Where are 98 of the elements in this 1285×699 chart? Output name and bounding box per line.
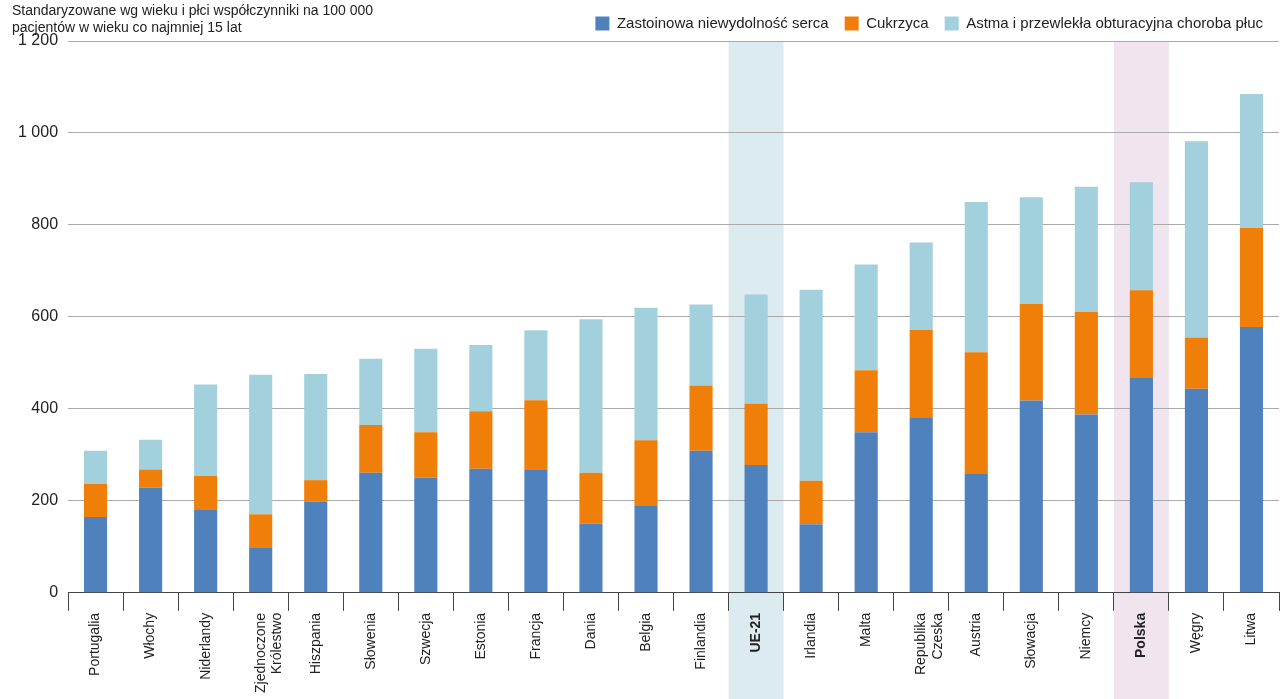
bar [799,524,823,593]
x-tick-label: UE-21 [746,612,763,653]
x-tick-label: Litwa [1242,612,1259,646]
bar [194,509,218,593]
y-tick-label: 1 000 [17,123,59,141]
bar [304,501,328,593]
x-tick-label: Austria [967,612,984,657]
bar [909,242,933,330]
y-tick-label: 800 [31,215,59,233]
bar [799,289,823,481]
y-tick-label: 200 [31,491,59,509]
x-tick-label: Węgry [1187,612,1204,654]
bar [359,424,383,473]
x-tick-label: Malta [857,612,874,648]
bar [799,480,823,525]
bar [304,480,328,502]
bar [1129,290,1153,379]
bar [1184,337,1208,389]
bar [909,418,933,593]
x-tick-label: Belgia [636,612,653,652]
x-tick-label: Niemcy [1077,612,1094,660]
bar [1074,414,1098,593]
bar [84,516,108,593]
bar [964,352,988,474]
x-tick-label: Dania [581,612,598,650]
bar [744,403,768,465]
x-tick-label: Estonia [471,612,488,660]
y-axis-title: Standaryzowane wg wieku i płci współczynniki na 100 000 pacjentów w wieku co najmniej 15 lat [12,2,375,35]
bar [1184,388,1208,593]
x-tick-label: Słowenia [361,612,378,670]
bar [689,304,713,386]
x-tick-label: Finlandia [691,612,708,670]
bar [854,432,878,593]
bar [1019,197,1043,305]
bar [1074,186,1098,312]
bar [1129,378,1153,593]
bar [744,464,768,593]
bar [414,432,438,478]
bar [579,523,603,593]
bar [469,468,493,593]
bar [359,472,383,593]
bar [909,329,933,419]
bar [1239,227,1264,328]
x-tick-label: Polska [1132,612,1149,658]
bar [964,473,988,593]
bar [579,472,603,524]
x-tick-label: Hiszpania [306,612,323,675]
bar [524,330,548,401]
x-tick-label: Szwecja [416,612,433,665]
bar [139,439,163,470]
bar [84,483,108,517]
bar [1184,141,1208,338]
bar [1239,93,1264,228]
bar [689,385,713,451]
bar [469,344,493,412]
bar [469,411,493,469]
bar [634,505,658,593]
bar [1019,304,1043,401]
x-tick-label: Francja [526,612,543,660]
bar [194,384,218,477]
x-tick-label: Zjednoczone Królestwo [251,612,285,694]
bar [964,201,988,353]
bar [249,514,273,548]
bar [854,370,878,433]
bar [359,358,383,425]
bar [1019,400,1043,593]
x-tick-label: Portugalia [86,612,103,676]
legend-label: Cukrzyca [866,13,930,31]
bar [414,477,438,593]
x-tick-label: Włochy [141,612,158,659]
bar [1239,327,1264,593]
bar [524,470,548,593]
bar [304,373,328,481]
bar [414,348,438,433]
bar [634,307,658,441]
bar [1129,182,1153,291]
bar [139,469,163,488]
bar [139,487,163,593]
bar [854,264,878,371]
y-tick-label: 0 [49,583,59,601]
legend-label: Astma i przewlekła obturacyjna choroba płuc [966,13,1264,31]
bar [579,319,603,473]
bar [524,400,548,471]
bar [249,547,273,593]
y-tick-label: 600 [31,307,59,325]
x-tick-label: Irlandia [801,612,818,659]
x-tick-label: Słowacja [1022,612,1039,669]
y-tick-label: 400 [31,399,59,417]
bar [744,294,768,404]
bar [689,450,713,593]
bar [634,440,658,506]
bar [249,374,273,515]
bar [84,450,108,484]
bar [194,476,218,510]
legend-label: Zastoinowa niewydolność serca [616,13,830,31]
x-tick-label: Niderlandy [196,612,213,680]
bar [1074,311,1098,415]
x-tick-label: Republika Czeska [912,612,945,676]
